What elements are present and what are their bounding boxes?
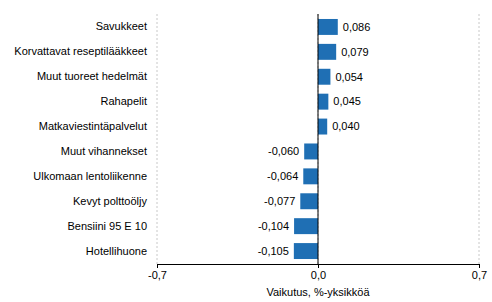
category-label: Savukkeet [96,20,147,32]
data-label: -0,064 [267,170,298,182]
grid-line [157,14,158,264]
data-label: 0,045 [333,95,361,107]
data-label: -0,060 [268,145,299,157]
data-label: -0,104 [258,220,289,232]
category-label: Kevyt polttoöljy [73,195,147,207]
y-tick: Korvattavat reseptilääkkeet [14,45,157,57]
category-label: Korvattavat reseptilääkkeet [14,45,147,57]
grid [157,14,479,264]
data-label: -0,105 [258,245,289,257]
data-label: 0,054 [335,71,363,83]
x-tick-label: 0,7 [472,269,487,281]
chart: Savukkeet Korvattavat reseptilääkkeet Muut… [0,0,492,302]
y-tick: Ulkomaan lentoliikenne [33,170,157,182]
y-tick: Kevyt polttoöljy [73,195,157,207]
bar [304,143,318,159]
y-axis: Savukkeet Korvattavat reseptilääkkeet Muut… [14,20,157,256]
x-axis-title: Vaikutus, %-yksikköä [266,286,370,298]
bar [318,44,336,60]
y-tick: Muut vihannekset [61,145,157,157]
bar [318,69,330,85]
bar [294,243,318,259]
x-tick-label: 0,0 [311,269,326,281]
category-label: Rahapelit [101,95,147,107]
x-tick-mark [479,264,480,268]
category-label: Matkaviestintäpalvelut [39,120,147,132]
bar [318,19,338,35]
bar [294,218,318,234]
x-tick-mark [318,264,319,268]
data-labels: 0,086 0,079 0,054 0,045 0,040 -0,060 -0,064 -0,… [258,21,371,257]
grid-line [318,14,319,264]
data-label: 0,040 [332,120,360,132]
y-tick: Bensiini 95 E 10 [68,220,158,232]
y-tick: Hotellihuone [86,245,157,257]
x-tick: -0,7 [148,264,167,281]
category-label: Bensiini 95 E 10 [68,220,148,232]
plot-area: Savukkeet Korvattavat reseptilääkkeet Muut… [14,14,487,281]
x-tick-mark [157,264,158,268]
category-label: Hotellihuone [86,245,147,257]
data-label: -0,077 [264,195,295,207]
x-tick: 0,7 [472,264,487,281]
bars [294,19,338,259]
x-axis: -0,7 0,0 0,7 [148,264,487,281]
x-tick-label: -0,7 [148,269,167,281]
zero-line [318,14,319,264]
bar [300,193,318,209]
category-label: Muut vihannekset [61,145,147,157]
y-tick: Rahapelit [101,95,157,107]
bar [318,119,327,135]
bar [318,94,328,110]
y-tick: Matkaviestintäpalvelut [39,120,157,132]
y-tick: Savukkeet [96,20,157,32]
data-label: 0,079 [341,46,369,58]
data-label: 0,086 [343,21,371,33]
x-tick: 0,0 [311,264,326,281]
category-label: Ulkomaan lentoliikenne [33,170,147,182]
category-label: Muut tuoreet hedelmät [37,70,147,82]
bar [303,168,318,184]
y-tick: Muut tuoreet hedelmät [37,70,157,82]
grid-line [479,14,480,264]
x-axis-line [158,265,480,269]
